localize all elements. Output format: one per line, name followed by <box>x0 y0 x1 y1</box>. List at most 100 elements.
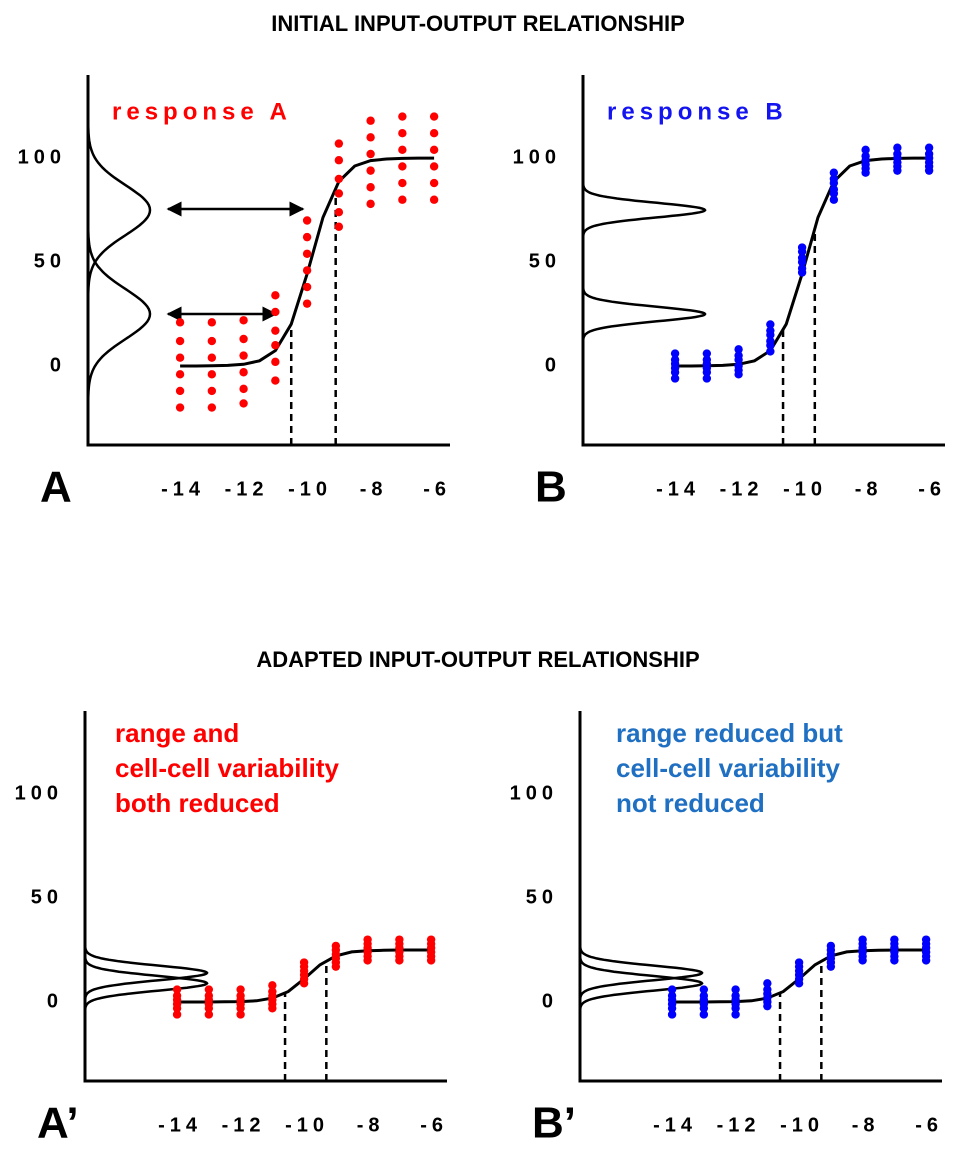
data-point <box>239 351 248 360</box>
data-point <box>271 376 280 385</box>
y-tick-label: 100 <box>18 146 66 168</box>
data-point <box>893 166 902 175</box>
data-point <box>670 374 680 383</box>
data-point <box>334 222 344 231</box>
data-point <box>702 374 712 383</box>
data-point <box>861 168 870 177</box>
data-point <box>670 368 680 377</box>
data-point <box>731 1004 740 1013</box>
data-point <box>239 384 248 394</box>
data-point <box>797 247 807 256</box>
data-point <box>239 399 248 408</box>
data-point <box>734 345 743 354</box>
data-point <box>829 195 839 204</box>
x-tick-label: -6 <box>420 1114 448 1136</box>
data-point <box>429 112 439 121</box>
y-tick-label: 50 <box>526 886 558 908</box>
data-point <box>172 1004 182 1013</box>
data-point <box>702 368 712 377</box>
data-point <box>271 341 280 350</box>
data-point <box>398 162 407 171</box>
data-point <box>429 145 439 155</box>
data-point <box>366 199 375 209</box>
y-tick-label: 0 <box>50 354 66 376</box>
distribution <box>581 173 707 247</box>
data-point <box>890 956 899 965</box>
data-point <box>861 145 870 155</box>
data-point <box>766 320 775 329</box>
data-point <box>734 370 743 379</box>
data-point <box>699 1004 709 1013</box>
data-point <box>268 981 277 990</box>
data-point <box>734 355 743 364</box>
data-point <box>763 979 772 988</box>
data-point <box>175 318 185 327</box>
data-point <box>204 1004 214 1013</box>
data-point <box>398 178 407 188</box>
data-point <box>236 1004 245 1013</box>
x-tick-label: -10 <box>288 478 332 500</box>
data-point <box>207 318 217 327</box>
data-point <box>299 979 309 988</box>
data-point <box>236 1010 245 1019</box>
y-tick-label: 50 <box>31 886 63 908</box>
data-point <box>271 291 280 300</box>
data-point <box>334 207 344 217</box>
data-point <box>363 956 372 965</box>
data-point <box>175 386 185 396</box>
data-point <box>239 368 248 377</box>
data-point <box>924 166 934 175</box>
annotation: cell-cell variability <box>115 753 340 783</box>
annotation: not reduced <box>616 788 765 818</box>
data-point <box>670 349 680 358</box>
data-point <box>175 370 185 379</box>
data-point <box>366 149 375 159</box>
data-point <box>858 956 867 965</box>
data-point <box>207 403 217 412</box>
data-point <box>893 143 902 152</box>
x-tick-label: -14 <box>161 478 205 500</box>
data-point <box>366 166 375 175</box>
data-point <box>731 1010 740 1019</box>
data-point <box>699 1010 709 1019</box>
panel-label: B’ <box>532 1099 576 1148</box>
data-point <box>702 349 712 358</box>
data-point <box>334 189 344 198</box>
data-point <box>175 336 185 346</box>
data-point <box>731 985 740 994</box>
data-point <box>699 985 709 994</box>
data-point <box>172 1010 182 1019</box>
data-point <box>271 357 280 367</box>
y-tick-label: 100 <box>15 782 63 804</box>
data-point <box>334 156 344 165</box>
panel-label: B <box>535 463 567 512</box>
data-point <box>302 216 312 225</box>
data-point <box>829 178 839 188</box>
data-point <box>302 249 312 258</box>
data-point <box>826 962 836 971</box>
data-point <box>271 307 280 317</box>
x-tick-label: -14 <box>158 1114 202 1136</box>
y-tick-label: 50 <box>34 250 66 272</box>
annotation: both reduced <box>115 788 280 818</box>
data-point <box>175 403 185 412</box>
data-point <box>398 145 407 155</box>
annotation: range and <box>115 718 239 748</box>
data-point <box>429 178 439 188</box>
x-tick-label: -12 <box>720 478 764 500</box>
data-point <box>331 962 341 971</box>
y-tick-label: 0 <box>47 990 63 1012</box>
x-tick-label: -8 <box>855 478 883 500</box>
data-point <box>366 116 375 125</box>
x-tick-label: -6 <box>423 478 451 500</box>
data-point <box>204 1010 214 1019</box>
y-tick-label: 100 <box>513 146 561 168</box>
data-point <box>334 139 344 148</box>
data-point <box>429 129 439 138</box>
y-tick-label: 50 <box>529 250 561 272</box>
data-point <box>429 195 439 204</box>
data-point <box>921 956 931 965</box>
data-point <box>766 330 775 340</box>
data-point <box>207 353 217 362</box>
